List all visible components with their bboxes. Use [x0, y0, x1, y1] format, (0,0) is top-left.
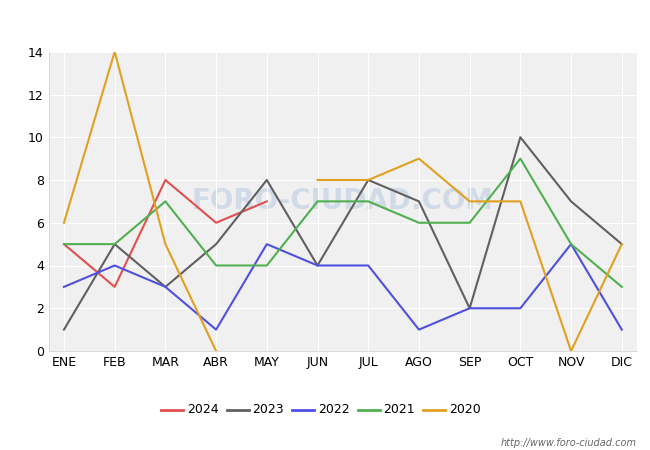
Text: 2024: 2024	[187, 403, 218, 416]
Text: 2021: 2021	[384, 403, 415, 416]
Text: FORO-CIUDAD.COM: FORO-CIUDAD.COM	[192, 187, 494, 216]
Text: 2023: 2023	[252, 403, 284, 416]
Text: 2022: 2022	[318, 403, 349, 416]
Text: http://www.foro-ciudad.com: http://www.foro-ciudad.com	[501, 438, 637, 448]
Text: 2020: 2020	[448, 403, 480, 416]
Text: Matriculaciones de Vehiculos en Lantejuela: Matriculaciones de Vehiculos en Lantejue…	[130, 12, 520, 30]
